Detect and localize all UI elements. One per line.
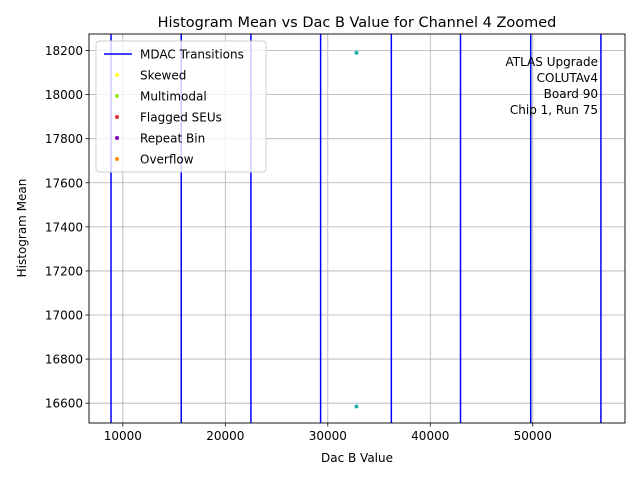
- x-tick-label: 10000: [104, 429, 142, 443]
- legend-marker: [115, 94, 119, 98]
- y-tick-label: 16600: [45, 397, 83, 411]
- annotation-line: COLUTAv4: [537, 71, 598, 85]
- x-axis-ticks: 10000 20000 30000 40000 50000: [104, 423, 552, 443]
- y-tick-label: 17800: [45, 132, 83, 146]
- data-point: [354, 404, 359, 409]
- x-tick-label: 20000: [206, 429, 244, 443]
- x-tick-label: 50000: [514, 429, 552, 443]
- data-points: [354, 50, 359, 409]
- legend-marker: [115, 73, 119, 77]
- legend: MDAC Transitions Skewed Multimodal Flagged …: [95, 40, 267, 173]
- y-tick-label: 17600: [45, 176, 83, 190]
- run-info-annotation: ATLAS Upgrade COLUTAv4 Board 90 Chip 1, Run…: [505, 55, 598, 117]
- legend-label: MDAC Transitions: [140, 48, 244, 62]
- y-tick-label: 17000: [45, 309, 83, 323]
- legend-label: Skewed: [140, 69, 186, 83]
- legend-marker: [115, 115, 119, 119]
- legend-label: Multimodal: [140, 90, 207, 104]
- grid: [89, 34, 625, 423]
- y-tick-label: 17400: [45, 220, 83, 234]
- y-tick-label: 18000: [45, 88, 83, 102]
- data-point: [354, 50, 359, 55]
- legend-marker: [115, 136, 119, 140]
- chart-title: Histogram Mean vs Dac B Value for Channe…: [158, 15, 557, 31]
- annotation-line: Board 90: [544, 87, 598, 101]
- x-axis-label: Dac B Value: [321, 451, 393, 465]
- legend-label: Flagged SEUs: [140, 111, 222, 125]
- legend-marker: [115, 157, 119, 161]
- legend-label: Overflow: [140, 153, 194, 167]
- y-tick-label: 18200: [45, 44, 83, 58]
- legend-label: Repeat Bin: [140, 132, 205, 146]
- x-tick-label: 40000: [411, 429, 449, 443]
- annotation-line: ATLAS Upgrade: [505, 55, 598, 69]
- x-tick-label: 30000: [309, 429, 347, 443]
- y-axis-label: Histogram Mean: [15, 179, 29, 278]
- y-axis-ticks: 16600 16800 17000 17200 17400 17600 17800 18000…: [45, 44, 89, 411]
- y-tick-label: 17200: [45, 264, 83, 278]
- y-tick-label: 16800: [45, 353, 83, 367]
- annotation-line: Chip 1, Run 75: [510, 103, 598, 117]
- plot-area-frame: [88, 33, 626, 424]
- legend-box: [95, 40, 267, 173]
